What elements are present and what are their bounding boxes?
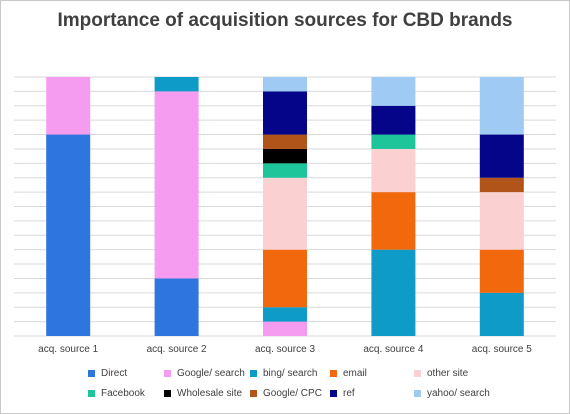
bar-segment bbox=[479, 249, 524, 293]
bar-segment bbox=[154, 77, 199, 92]
bar-segment bbox=[371, 192, 416, 250]
bar-segment bbox=[263, 148, 307, 164]
x-tick-label: acq. source 1 bbox=[38, 344, 98, 355]
bar-segment bbox=[154, 278, 199, 336]
bar-segment bbox=[263, 163, 307, 178]
x-tick-label: acq. source 3 bbox=[255, 344, 315, 355]
bar-segment bbox=[479, 292, 524, 336]
bar-segment bbox=[479, 134, 524, 178]
bar-segment bbox=[479, 192, 524, 250]
bar-segment bbox=[263, 134, 307, 149]
bar-segment bbox=[46, 77, 91, 135]
x-tick-label: acq. source 4 bbox=[363, 344, 423, 355]
bar-segment bbox=[479, 77, 524, 135]
bar-segment bbox=[263, 91, 307, 135]
chart-title: Importance of acquisition sources for CB… bbox=[57, 10, 513, 31]
x-tick-label: acq. source 5 bbox=[472, 344, 532, 355]
bar-segment bbox=[46, 134, 91, 336]
x-tick-label: acq. source 2 bbox=[147, 344, 207, 355]
bar-segment bbox=[371, 148, 416, 193]
bar-segment bbox=[371, 105, 416, 135]
bar-segment bbox=[263, 177, 307, 250]
bar-segment bbox=[371, 249, 416, 336]
bar-segment bbox=[371, 77, 416, 106]
bar-segment bbox=[263, 307, 307, 322]
bar-segment bbox=[263, 77, 307, 92]
bar-segment bbox=[263, 321, 307, 336]
bar-segment bbox=[154, 91, 199, 279]
bar-segment bbox=[479, 177, 524, 193]
bar-segment bbox=[263, 249, 307, 308]
bar-segment bbox=[371, 134, 416, 149]
